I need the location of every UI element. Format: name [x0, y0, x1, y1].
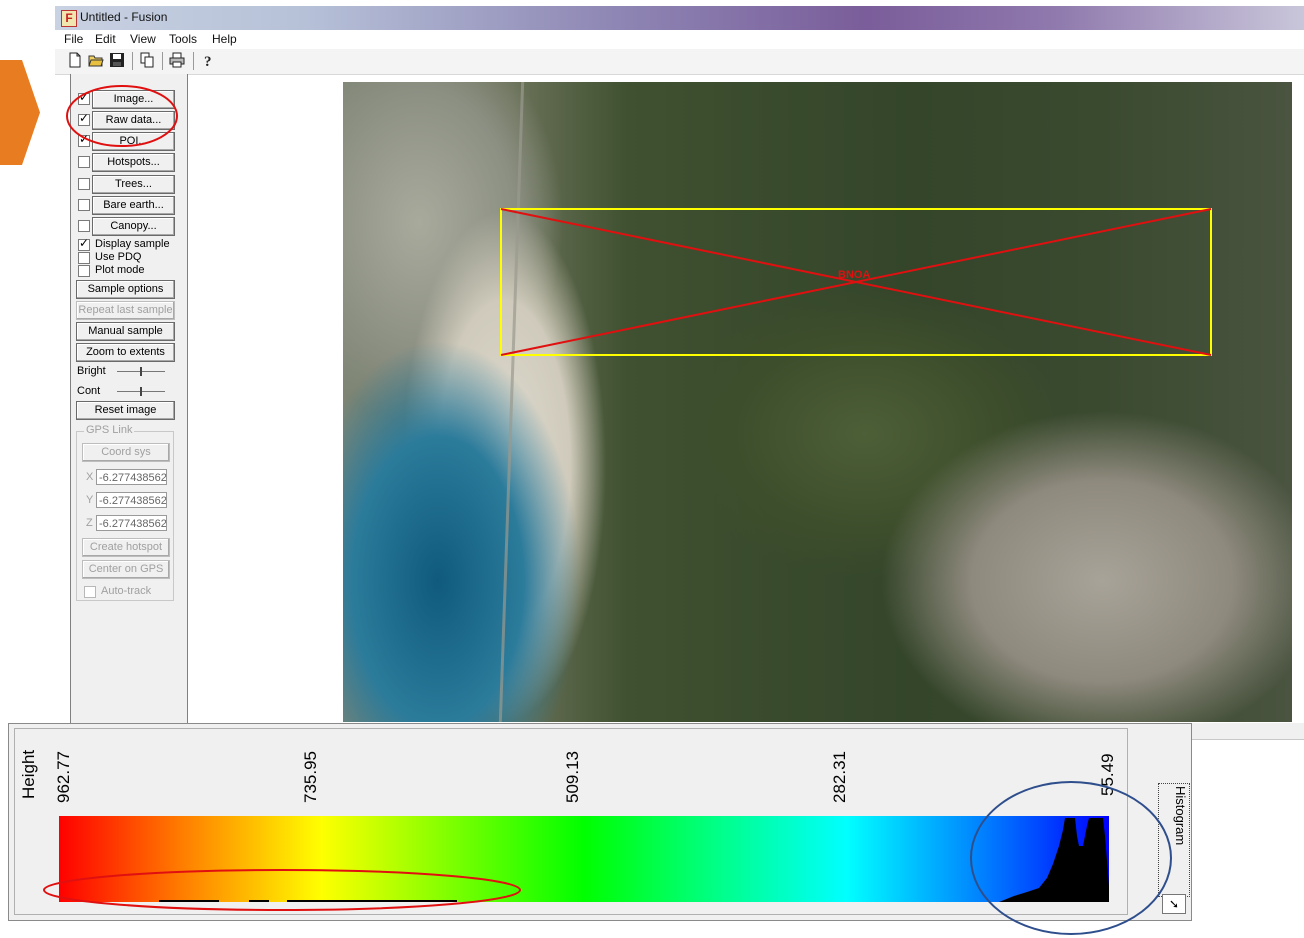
save-icon[interactable]: [109, 52, 125, 68]
print-icon[interactable]: [169, 52, 185, 68]
tick-label: 735.95: [301, 751, 320, 803]
open-folder-icon[interactable]: [88, 52, 104, 68]
use-pdq-checkbox[interactable]: [78, 252, 90, 264]
repeat-last-sample-button[interactable]: Repeat last sample: [76, 301, 175, 320]
status-strip: [1190, 723, 1304, 740]
menu-bar: [55, 30, 1304, 49]
plot-mode-label: Plot mode: [95, 264, 145, 276]
histogram-tab-button[interactable]: ➘: [1162, 894, 1186, 914]
display-sample-checkbox[interactable]: [78, 236, 90, 251]
title-bar: [55, 6, 1304, 30]
blue-ellipse-annotation: [970, 781, 1172, 935]
gps-x-field[interactable]: -6.277438562: [96, 469, 167, 485]
plot-mode-checkbox[interactable]: [78, 265, 90, 277]
manual-sample-button[interactable]: Manual sample: [76, 322, 175, 341]
sample-options-button[interactable]: Sample options: [76, 280, 175, 299]
help-icon[interactable]: ?: [200, 52, 216, 68]
cont-slider-thumb[interactable]: [140, 387, 142, 396]
center-on-gps-button[interactable]: Center on GPS: [82, 560, 170, 579]
toolbar: [55, 49, 1304, 75]
menu-help[interactable]: Help: [212, 32, 237, 46]
histogram-tab[interactable]: [1158, 783, 1190, 897]
zoom-to-extents-button[interactable]: Zoom to extents: [76, 343, 175, 362]
sample-box[interactable]: [500, 208, 1212, 356]
gps-z-field[interactable]: -6.277438562: [96, 515, 167, 531]
hotspots-button[interactable]: Hotspots...: [92, 153, 175, 172]
canopy-button[interactable]: Canopy...: [92, 217, 175, 236]
raw-data-checkbox[interactable]: [78, 111, 90, 126]
use-pdq-label: Use PDQ: [95, 251, 142, 263]
trees-button[interactable]: Trees...: [92, 175, 175, 194]
height-axis-label: Height: [19, 749, 38, 799]
sample-cross-line: [500, 208, 1212, 356]
red-ellipse-annotation: [43, 869, 521, 911]
svg-text:?: ?: [204, 54, 212, 68]
cont-label: Cont: [77, 385, 101, 397]
tick-label: 962.77: [54, 751, 73, 803]
color-ramp-bar: [59, 816, 1109, 902]
raw-data-button[interactable]: Raw data...: [92, 111, 175, 130]
tick-label: 509.13: [563, 751, 582, 803]
auto-track-checkbox[interactable]: [84, 586, 96, 598]
aerial-map-image[interactable]: [343, 82, 1292, 722]
map-overlay: BNOA: [500, 208, 1212, 356]
window-title: Untitled - Fusion: [80, 10, 168, 24]
red-circle-annotation: [66, 85, 178, 147]
trees-checkbox[interactable]: [78, 178, 90, 190]
toolbar-separator: [132, 52, 133, 70]
bare-earth-checkbox[interactable]: [78, 199, 90, 211]
gps-z-label: Z: [86, 517, 93, 529]
tick-label: 282.31: [830, 751, 849, 803]
canopy-checkbox[interactable]: [78, 220, 90, 232]
create-hotspot-button[interactable]: Create hotspot: [82, 538, 170, 557]
menu-edit[interactable]: Edit: [95, 32, 116, 46]
toolbar-separator: [193, 52, 194, 70]
bright-label: Bright: [77, 365, 106, 377]
gps-y-label: Y: [86, 494, 94, 506]
copy-icon[interactable]: [139, 52, 155, 68]
menu-view[interactable]: View: [130, 32, 156, 46]
image-button[interactable]: Image...: [92, 90, 175, 109]
coord-sys-button[interactable]: Coord sys: [82, 443, 170, 462]
fusion-app-icon: F: [61, 10, 77, 27]
new-file-icon[interactable]: [67, 52, 83, 68]
toolbar-separator: [162, 52, 163, 70]
display-sample-label: Display sample: [95, 238, 170, 250]
gps-link-legend: GPS Link: [84, 424, 135, 436]
gps-y-field[interactable]: -6.277438562: [96, 492, 167, 508]
auto-track-label: Auto-track: [101, 585, 152, 597]
menu-tools[interactable]: Tools: [169, 32, 198, 46]
gps-x-label: X: [86, 471, 94, 483]
hotspots-checkbox[interactable]: [78, 156, 90, 168]
menu-file[interactable]: File: [64, 32, 84, 46]
bright-slider-thumb[interactable]: [140, 367, 142, 376]
bare-earth-button[interactable]: Bare earth...: [92, 196, 175, 215]
reset-image-button[interactable]: Reset image: [76, 401, 175, 420]
orange-arrow-marker: [0, 60, 40, 165]
sample-box-label: BNOA: [838, 269, 870, 281]
histogram-bars: [159, 818, 1109, 902]
